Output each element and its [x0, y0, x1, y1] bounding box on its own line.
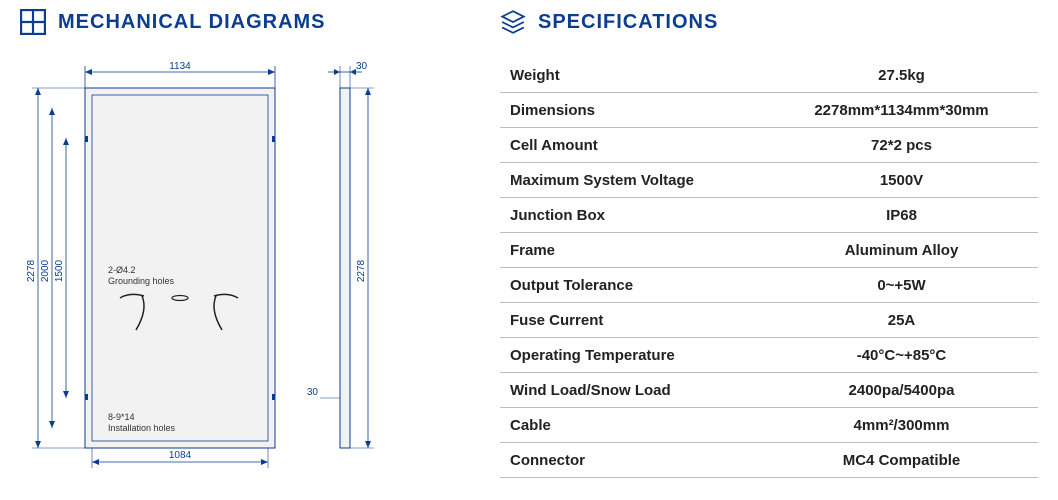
- spec-value: 72*2 pcs: [771, 137, 1032, 154]
- spec-label: Fuse Current: [510, 312, 771, 329]
- section-header: SPECIFICATIONS: [500, 8, 1038, 36]
- spec-label: Junction Box: [510, 207, 771, 224]
- spec-row: Cell Amount 72*2 pcs: [500, 128, 1038, 163]
- mechanical-diagram: 1134 2278 2000 1500: [20, 58, 410, 478]
- spec-label: Maximum System Voltage: [510, 172, 771, 189]
- grid-icon: [20, 9, 46, 35]
- spec-value: IP68: [771, 207, 1032, 224]
- install-label-1: 8-9*14: [108, 412, 135, 422]
- spec-row: Dimensions 2278mm*1134mm*30mm: [500, 93, 1038, 128]
- grounding-label-1: 2-Ø4.2: [108, 265, 136, 275]
- section-header: MECHANICAL DIAGRAMS: [20, 8, 430, 36]
- dim-outer-width: 1134: [169, 61, 191, 72]
- spec-row: Junction Box IP68: [500, 198, 1038, 233]
- spec-label: Cable: [510, 417, 771, 434]
- spec-value: 2278mm*1134mm*30mm: [771, 102, 1032, 119]
- spec-row: Fuse Current 25A: [500, 303, 1038, 338]
- spec-value: -40°C~+85°C: [771, 347, 1032, 364]
- spec-row: Frame Aluminum Alloy: [500, 233, 1038, 268]
- side-view: 30 30 2278: [307, 61, 374, 448]
- dim-mid-height: 2000: [40, 259, 51, 282]
- section-title: MECHANICAL DIAGRAMS: [58, 11, 326, 34]
- dim-side-top: 30: [356, 61, 368, 72]
- spec-label: Cell Amount: [510, 137, 771, 154]
- mechanical-diagrams-section: MECHANICAL DIAGRAMS 1134: [20, 8, 430, 480]
- spec-label: Connector: [510, 452, 771, 469]
- spec-row: Connector MC4 Compatible: [500, 443, 1038, 478]
- spec-label: Weight: [510, 67, 771, 84]
- spec-row: Output Tolerance 0~+5W: [500, 268, 1038, 303]
- dim-side-mid: 30: [307, 387, 319, 398]
- specifications-section: SPECIFICATIONS Weight 27.5kg Dimensions …: [500, 8, 1038, 480]
- spec-row: Operating Temperature -40°C~+85°C: [500, 338, 1038, 373]
- install-label-2: Installation holes: [108, 423, 176, 433]
- spec-value: Aluminum Alloy: [771, 242, 1032, 259]
- layers-icon: [500, 9, 526, 35]
- spec-value: MC4 Compatible: [771, 452, 1032, 469]
- spec-label: Operating Temperature: [510, 347, 771, 364]
- spec-row: Weight 27.5kg: [500, 58, 1038, 93]
- spec-label: Wind Load/Snow Load: [510, 382, 771, 399]
- section-title: SPECIFICATIONS: [538, 11, 718, 34]
- spec-value: 0~+5W: [771, 277, 1032, 294]
- spec-value: 4mm²/300mm: [771, 417, 1032, 434]
- spec-label: Output Tolerance: [510, 277, 771, 294]
- dim-side-height: 2278: [356, 259, 367, 282]
- spec-row: Wind Load/Snow Load 2400pa/5400pa: [500, 373, 1038, 408]
- spec-value: 27.5kg: [771, 67, 1032, 84]
- front-view: 1134 2278 2000 1500: [26, 61, 275, 468]
- dim-outer-height: 2278: [26, 259, 37, 282]
- spec-value: 1500V: [771, 172, 1032, 189]
- dim-inner-height: 1500: [54, 259, 65, 282]
- grounding-label-2: Grounding holes: [108, 276, 175, 286]
- spec-table: Weight 27.5kg Dimensions 2278mm*1134mm*3…: [500, 58, 1038, 478]
- spec-value: 2400pa/5400pa: [771, 382, 1032, 399]
- spec-value: 25A: [771, 312, 1032, 329]
- spec-row: Maximum System Voltage 1500V: [500, 163, 1038, 198]
- spec-label: Dimensions: [510, 102, 771, 119]
- dim-inner-width: 1084: [169, 450, 192, 461]
- spec-row: Cable 4mm²/300mm: [500, 408, 1038, 443]
- spec-label: Frame: [510, 242, 771, 259]
